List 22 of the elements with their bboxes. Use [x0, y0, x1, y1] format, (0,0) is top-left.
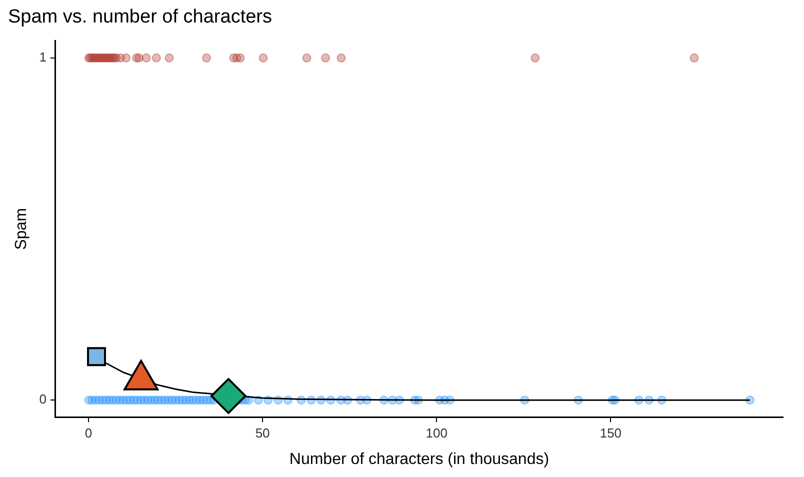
- x-tick-label: 50: [255, 426, 270, 441]
- x-tick-label: 0: [84, 426, 92, 441]
- point: [87, 347, 106, 366]
- point: [690, 53, 699, 62]
- x-tick-label: 150: [600, 426, 622, 441]
- point: [210, 378, 246, 414]
- point: [164, 53, 174, 62]
- point: [258, 53, 268, 62]
- point: [336, 53, 346, 62]
- point: [236, 53, 245, 62]
- point: [302, 53, 312, 62]
- point: [530, 53, 540, 62]
- y-axis-title: Spam: [13, 208, 30, 250]
- x-tick-label: 100: [426, 426, 448, 441]
- chart-title: Spam vs. number of characters: [8, 6, 272, 28]
- x-axis-title: Number of characters (in thousands): [289, 450, 550, 468]
- point: [152, 53, 161, 62]
- point: [122, 53, 131, 62]
- point: [321, 53, 330, 62]
- point: [202, 53, 212, 62]
- y-tick-label: 1: [39, 49, 46, 64]
- point: [142, 53, 151, 62]
